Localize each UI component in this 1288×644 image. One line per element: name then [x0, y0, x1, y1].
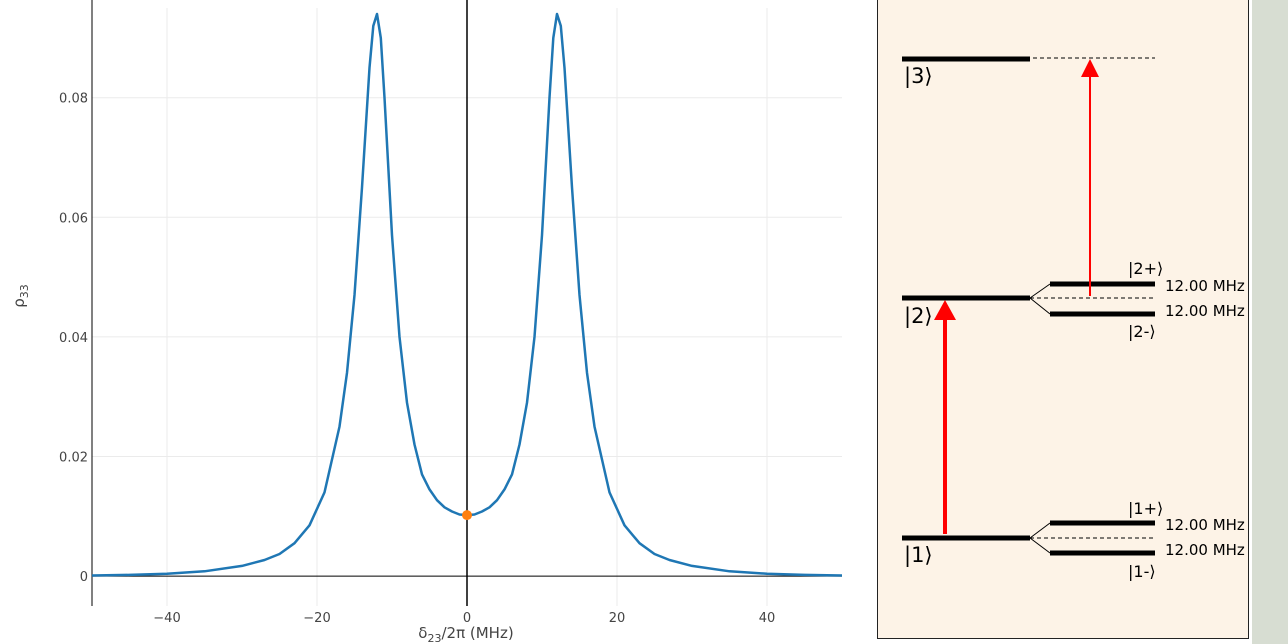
- x-tick-label: 0: [463, 611, 471, 626]
- level-2-split-down-connector: [1029, 297, 1051, 315]
- level-2-split-up-connector: [1029, 283, 1051, 299]
- y-tick-label: 0.04: [59, 331, 88, 346]
- level-3-label: |3⟩: [904, 64, 933, 89]
- level-1-split-up-label: 12.00 MHz: [1165, 516, 1245, 534]
- level-2-split-up-label: 12.00 MHz: [1165, 277, 1245, 295]
- x-tick-label: 40: [759, 611, 776, 626]
- coupling-arrowhead: [1081, 59, 1099, 77]
- level-1-split-down-label: 12.00 MHz: [1165, 541, 1245, 559]
- level-1-split-down-connector: [1029, 537, 1051, 554]
- side-strip: [1252, 0, 1288, 644]
- y-tick-label: 0.02: [59, 451, 88, 466]
- x-tick-label: −40: [153, 611, 180, 626]
- y-tick-label: 0: [80, 570, 88, 585]
- spectrum-plot: −40 −20 0 20 40 0 0.02 0.04 0.06 0.08 δ23/2π (MHz…: [10, 0, 843, 644]
- level-1-label: |1⟩: [904, 543, 933, 568]
- y-tick-label: 0.08: [59, 92, 88, 107]
- level-2-split-down-label: 12.00 MHz: [1165, 302, 1245, 320]
- level-1-plus-label: |1+⟩: [1128, 499, 1163, 518]
- level-2-minus-label: |2-⟩: [1128, 322, 1156, 341]
- probe-arrowhead: [934, 300, 956, 320]
- axis-ticks: −40 −20 0 20 40 0 0.02 0.04 0.06 0.08: [59, 92, 775, 626]
- x-axis-title: δ23/2π (MHz): [418, 624, 513, 644]
- energy-level-diagram: |3⟩ |2⟩ |2+⟩ |2-⟩ 12.00 MHz 12.00 MHz |1…: [902, 56, 1245, 581]
- current-point-marker: [462, 510, 472, 521]
- level-2-plus-label: |2+⟩: [1128, 259, 1163, 278]
- y-axis-title: ρ33: [10, 284, 31, 308]
- y-tick-label: 0.06: [59, 211, 88, 226]
- level-1-split-up-connector: [1029, 522, 1051, 539]
- energy-level-diagram-panel: |3⟩ |2⟩ |2+⟩ |2-⟩ 12.00 MHz 12.00 MHz |1…: [877, 0, 1249, 639]
- level-2-label: |2⟩: [904, 304, 933, 329]
- x-tick-label: −20: [303, 611, 330, 626]
- level-1-minus-label: |1-⟩: [1128, 562, 1156, 581]
- x-tick-label: 20: [609, 611, 626, 626]
